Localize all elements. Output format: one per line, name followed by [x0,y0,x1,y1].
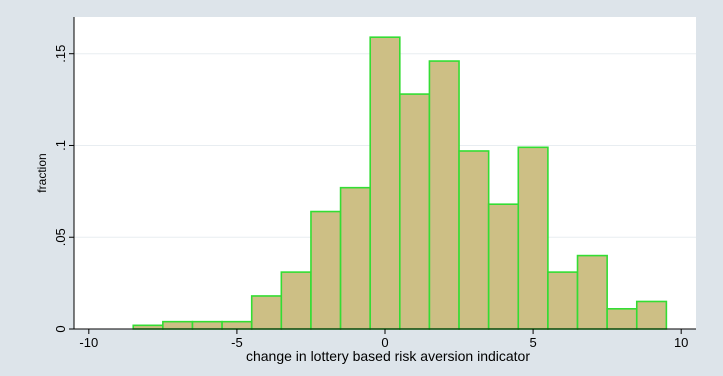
histogram-bar [250,295,283,330]
y-tick-label: .05 [53,228,68,246]
y-axis-ticks: 0 .05 .1 .15 [53,45,74,333]
histogram-bar [487,203,520,330]
x-tick-label: -10 [79,335,98,350]
x-tick-label: 0 [381,335,388,350]
histogram-bar [428,60,460,330]
x-tick-label: 10 [674,335,688,350]
y-tick-label: 0 [53,325,68,332]
histogram-bar [162,320,194,330]
y-tick-label: .1 [53,140,68,151]
histogram-bar [369,36,401,330]
histogram-bar [399,93,431,330]
histogram-bar [191,320,223,330]
histogram-bar [635,300,668,330]
x-axis-title: change in lottery based risk aversion in… [246,348,530,364]
histogram-bar [547,271,579,330]
histogram-bar [221,320,253,330]
x-axis-ticks: -10 -5 0 5 10 [79,329,688,350]
y-tick-label: .15 [53,45,68,63]
y-axis-title: fraction [35,153,49,192]
histogram-bar [280,271,312,330]
histogram-bar [517,146,549,330]
histogram-bar [132,324,164,330]
histogram-bar [310,210,342,330]
histogram-bar [458,150,490,330]
x-tick-label: 5 [529,335,536,350]
histogram-bar [339,186,371,330]
x-tick-label: -5 [231,335,243,350]
histogram-bar [606,308,638,330]
histogram-bars [132,36,668,330]
histogram-bar [576,254,608,330]
